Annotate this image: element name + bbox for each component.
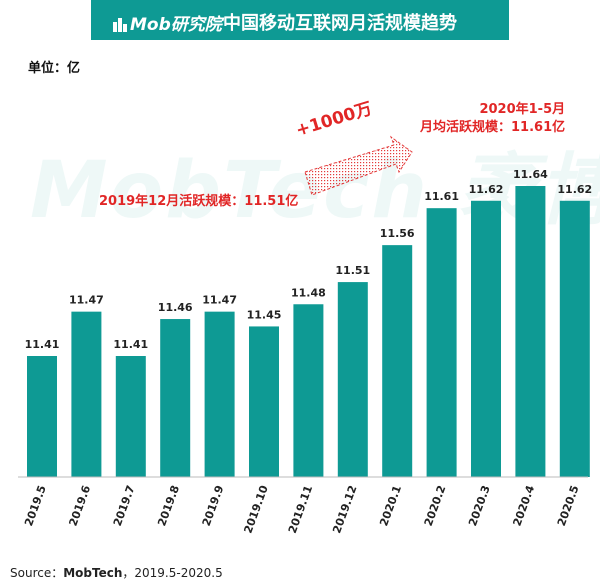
x-tick-2020.3: 2020.3 [466,484,493,528]
bar-2020.4 [515,186,546,477]
x-tick-2020.4: 2020.4 [510,483,537,528]
data-label-2020.3: 11.62 [469,183,504,196]
logo-icon [113,18,127,32]
data-label-2019.7: 11.41 [113,338,148,351]
annotation-dec-2019: 2019年12月活跃规模：11.51亿 [99,194,299,209]
bar-2020.3 [471,200,501,478]
x-tick-2020.1: 2020.1 [377,484,404,528]
x-tick-2019.10: 2019.10 [241,483,270,535]
bar-2020.1 [382,245,413,477]
x-tick-2019.8: 2019.8 [155,484,182,528]
data-label-2020.5: 11.62 [557,183,592,196]
brand-text: Mob研究院 [130,15,222,35]
source-note: Source：MobTech，2019.5-2020.5 [10,564,223,581]
chart-title: 中国移动互联网月活规模趋势 [223,13,457,34]
annotation-jan-may-line2: 月均活跃规模：11.61亿 [420,120,566,135]
x-tick-2019.7: 2019.7 [111,484,138,528]
x-tick-2019.9: 2019.9 [200,484,227,528]
bar-2019.7 [115,356,146,477]
header-banner: Mob研究院 中国移动互联网月活规模趋势 [91,0,509,40]
data-label-2020.1: 11.56 [380,227,415,240]
data-label-2019.8: 11.46 [158,301,193,314]
bar-2020.2 [426,208,457,477]
annotation-jan-may: 2020年1-5月 月均活跃规模：11.61亿 [420,101,565,137]
x-tick-2019.5: 2019.5 [22,484,49,528]
bar-2019.5 [27,356,57,477]
x-tick-2019.12: 2019.12 [330,484,359,536]
annotation-jan-may-line1: 2020年1-5月 [479,102,566,117]
x-tick-2020.2: 2020.2 [422,484,449,528]
bar-2019.12 [337,282,368,477]
x-tick-2020.5: 2020.5 [555,484,582,528]
bar-2019.8 [160,319,191,477]
source-name: MobTech [63,566,123,580]
brand-logo: Mob研究院 [113,10,222,35]
bar-2019.11 [293,304,324,477]
x-tick-2019.6: 2019.6 [66,483,93,528]
bar-2019.6 [71,311,102,477]
bar-2019.9 [204,311,235,477]
data-label-2019.12: 11.51 [335,264,370,277]
bar-2020.5 [559,200,590,478]
x-tick-2019.11: 2019.11 [286,484,315,536]
data-label-2019.6: 11.47 [69,294,104,307]
unit-label: 单位：亿 [28,61,81,76]
bar-2019.10 [249,326,279,477]
source-prefix: Source： [10,566,64,580]
source-range: ，2019.5-2020.5 [122,566,223,580]
data-label-2019.10: 11.45 [247,308,282,321]
data-label-2020.2: 11.61 [424,190,459,203]
data-label-2019.9: 11.47 [202,294,237,307]
growth-arrow [304,135,413,196]
data-label-2020.4: 11.64 [513,168,548,181]
data-label-2019.5: 11.41 [25,338,60,351]
data-label-2019.11: 11.48 [291,286,326,299]
